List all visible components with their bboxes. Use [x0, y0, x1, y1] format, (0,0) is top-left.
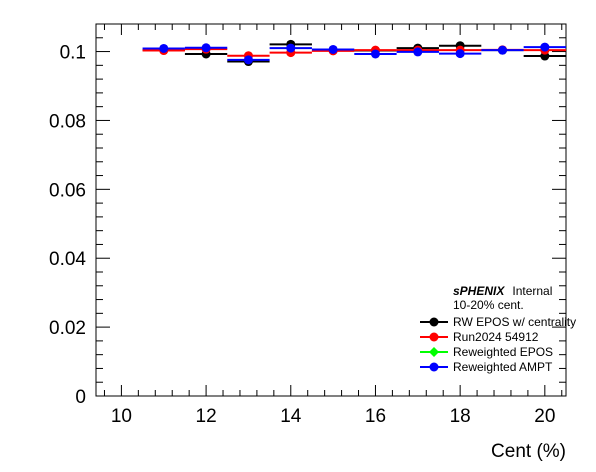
annotation-experiment-status: Internal — [512, 284, 552, 298]
x-tick-label: 14 — [280, 406, 302, 427]
annotation-experiment: sPHENIX Internal — [453, 282, 552, 299]
annotation-experiment-bold: sPHENIX — [453, 284, 505, 298]
data-point — [286, 43, 296, 53]
data-point — [328, 44, 338, 54]
y-tick-label: 0.08 — [49, 111, 86, 132]
data-point — [370, 49, 380, 59]
x-tick-label: 20 — [534, 406, 555, 427]
data-point — [455, 49, 465, 59]
y-tick-label: 0.06 — [49, 180, 86, 201]
y-tick-label: 0.04 — [49, 249, 86, 270]
legend-label: RW EPOS w/ centrality — [453, 315, 576, 329]
x-tick-label: 18 — [450, 406, 471, 427]
legend: sPHENIX Internal 10-20% cent. RW EPOS w/… — [420, 282, 576, 374]
legend-marker — [429, 317, 439, 327]
data-marks — [142, 39, 566, 67]
x-axis-title: Cent (%) — [491, 441, 566, 462]
data-point — [159, 43, 169, 53]
data-point — [243, 55, 253, 65]
series-reweighted-ampt — [142, 42, 566, 65]
y-tick-label: 0 — [75, 387, 86, 408]
legend-marker — [429, 332, 439, 342]
tick-labels: 10 12 14 16 18 20 0 0.02 0.04 0.06 0.08 0.1 — [49, 43, 555, 427]
y-tick-label: 0.1 — [60, 43, 86, 64]
ticks — [96, 23, 566, 397]
legend-label: Reweighted EPOS — [453, 345, 553, 359]
x-tick-label: 10 — [111, 406, 132, 427]
legend-marker — [429, 362, 439, 372]
data-point — [497, 45, 507, 55]
legend-label: Run2024 54912 — [453, 330, 539, 344]
y-tick-label: 0.02 — [49, 318, 86, 339]
x-tick-label: 12 — [196, 406, 217, 427]
legend-label: Reweighted AMPT — [453, 360, 553, 374]
data-point — [540, 42, 550, 52]
data-point — [413, 47, 423, 57]
data-point — [201, 43, 211, 53]
plot-frame — [95, 23, 567, 397]
legend-marker — [429, 347, 439, 357]
x-tick-label: 16 — [365, 406, 386, 427]
annotation-centrality: 10-20% cent. — [453, 298, 524, 312]
